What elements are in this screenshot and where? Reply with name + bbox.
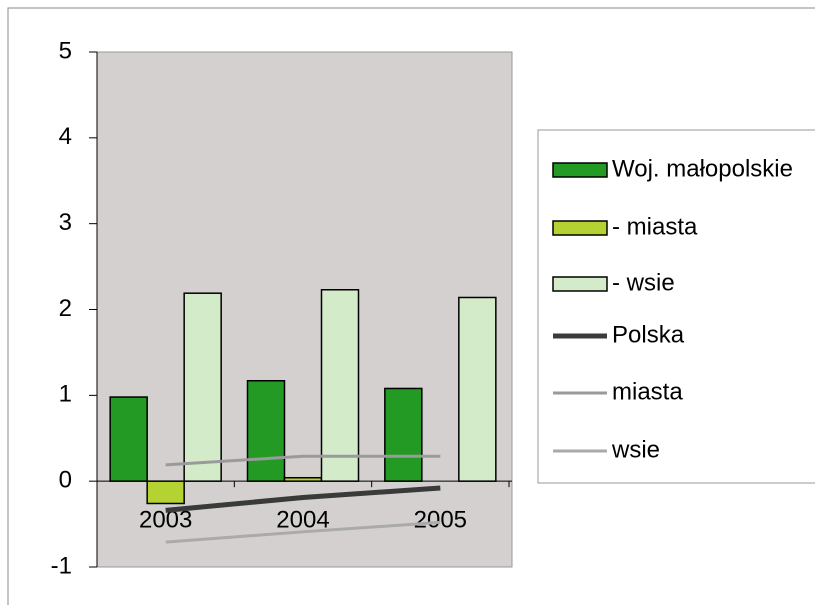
bar	[384, 387, 423, 482]
line	[165, 454, 441, 467]
bar	[109, 396, 148, 482]
legend-label: - miasta	[612, 213, 698, 240]
y-tick-label: 2	[59, 295, 72, 322]
y-tick-label: 4	[59, 123, 72, 150]
bar	[246, 379, 286, 482]
legend-label: miasta	[612, 378, 683, 405]
y-tick-label: 5	[59, 37, 72, 64]
bar	[183, 292, 222, 482]
bar	[458, 296, 497, 482]
legend-label: Polska	[612, 321, 685, 348]
y-tick-label: -1	[51, 552, 72, 579]
y-tick-label: 0	[59, 467, 72, 494]
line	[165, 520, 441, 544]
x-tick-label: 2005	[414, 507, 467, 534]
legend-swatch	[552, 162, 608, 178]
bar	[146, 480, 185, 505]
line	[165, 485, 441, 513]
legend-label: wsie	[611, 436, 660, 463]
legend-label: - wsie	[612, 269, 675, 296]
legend	[537, 129, 815, 484]
legend-swatch	[552, 276, 608, 292]
legend-swatch	[552, 220, 608, 236]
legend-label: Woj. małopolskie	[612, 155, 793, 182]
x-tick-label: 2004	[276, 507, 329, 534]
bar	[283, 476, 323, 482]
bar	[320, 289, 360, 482]
y-tick-label: 1	[59, 381, 72, 408]
y-tick-label: 3	[59, 209, 72, 236]
